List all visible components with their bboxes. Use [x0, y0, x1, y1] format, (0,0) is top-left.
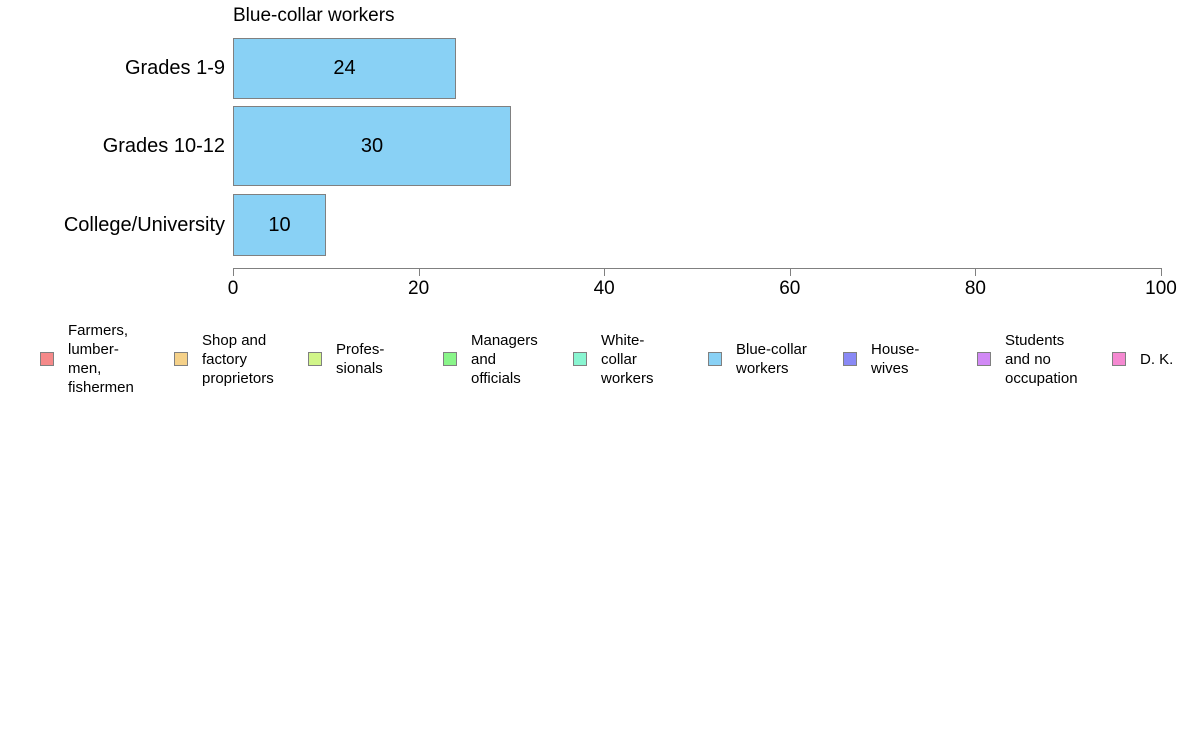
bar: 10 [233, 194, 326, 256]
legend-item: Profes- sionals [308, 315, 384, 403]
legend-item: Shop and factory proprietors [174, 315, 274, 403]
legend-label: Managers and officials [471, 331, 538, 387]
legend-swatch [573, 352, 587, 366]
legend-label: Shop and factory proprietors [202, 331, 274, 387]
bar-value-label: 24 [333, 57, 356, 79]
x-axis-tick-label: 100 [1145, 278, 1177, 299]
legend-swatch [40, 352, 54, 366]
x-axis-tick-mark [233, 268, 234, 276]
legend-item: Managers and officials [443, 315, 538, 403]
category-label: College/University [63, 213, 225, 236]
x-axis-tick-label: 20 [408, 278, 430, 299]
legend-swatch [443, 352, 457, 366]
x-axis-tick-label: 40 [593, 278, 615, 299]
legend-swatch [308, 352, 322, 366]
bar-value-label: 30 [360, 134, 384, 157]
legend-item: Farmers, lumber- men, fishermen [40, 315, 134, 403]
bar-value-label: 10 [268, 213, 291, 236]
legend-item: Blue-collar workers [708, 315, 807, 403]
x-axis-tick-mark [604, 268, 606, 276]
legend-label: Farmers, lumber- men, fishermen [68, 322, 134, 396]
x-axis-tick-mark [1161, 268, 1162, 276]
legend-swatch [843, 352, 857, 366]
legend-item: Students and no occupation [977, 315, 1078, 403]
legend-label: House- wives [871, 341, 920, 377]
legend-label: Profes- sionals [336, 341, 385, 377]
x-axis-tick-label: 80 [964, 278, 986, 299]
legend-label: White- collar workers [601, 331, 654, 387]
legend-swatch [977, 352, 991, 366]
x-axis-tick-label: 60 [779, 278, 801, 299]
legend-swatch [708, 352, 722, 366]
legend-item: D. K. [1112, 315, 1173, 403]
legend-label: Blue-collar workers [736, 341, 807, 377]
legend-item: House- wives [843, 315, 919, 403]
x-axis-tick-label: 0 [227, 278, 239, 299]
legend-label: D. K. [1140, 350, 1174, 368]
x-axis-tick-mark [418, 268, 420, 276]
legend-item: White- collar workers [573, 315, 654, 403]
category-label: Grades 1-9 [124, 57, 225, 79]
bar: 24 [233, 38, 456, 99]
bar: 30 [233, 106, 511, 186]
legend-swatch [1112, 352, 1126, 366]
legend-label: Students and no occupation [1005, 331, 1078, 387]
category-label: Grades 10-12 [102, 134, 225, 157]
x-axis-tick-mark [789, 268, 791, 276]
legend-swatch [174, 352, 188, 366]
chart-title: Blue-collar workers [233, 5, 395, 26]
x-axis-tick-mark [975, 268, 977, 276]
x-axis-line [233, 268, 1161, 269]
